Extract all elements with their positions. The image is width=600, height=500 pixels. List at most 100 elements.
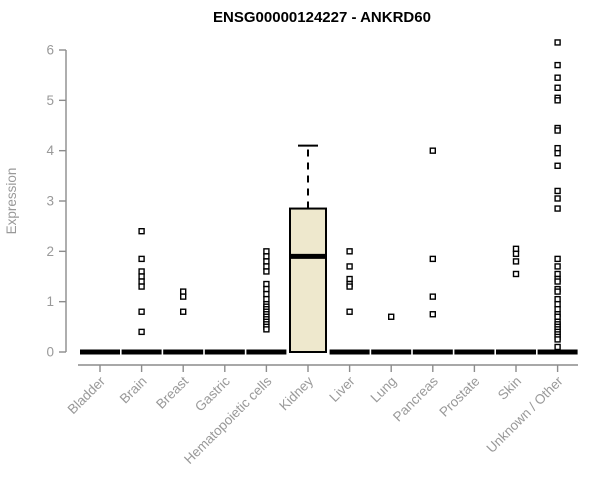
x-tick-label: Skin [495,374,524,403]
outlier-point [263,295,270,303]
outlier-point [554,300,561,308]
outlier-point [512,258,520,265]
boxplot-liver [329,248,370,355]
outlier-point [429,311,436,318]
x-tick-label: Brain [117,374,150,407]
y-tick-label: 1 [46,294,54,309]
x-tick-label: Gastric [192,373,233,414]
outlier-point [554,306,561,313]
outlier-point [554,39,561,46]
y-tick-label: 6 [46,43,54,58]
outlier-point [179,308,187,315]
outlier-point [554,270,561,278]
outlier-point [554,74,561,81]
outlier-point [179,293,187,300]
outlier-point [263,326,270,333]
zero-median-bar [496,349,536,355]
outlier-point [554,149,561,157]
outlier-point [138,255,145,263]
boxplot-pancreas [412,147,453,355]
outlier-point [554,278,561,285]
outlier-point [263,280,270,288]
zero-median-bar [371,349,412,355]
outlier-point [138,273,145,280]
outlier-point [138,228,145,235]
outlier-point [346,263,353,270]
outlier-point [554,263,561,270]
x-tick-label: Breast [153,373,191,411]
outlier-point [263,258,270,265]
outlier-point [263,253,270,260]
x-tick-label: Kidney [276,373,316,413]
outlier-point [263,248,270,255]
outlier-point [554,144,561,152]
outlier-point [179,288,187,295]
outlier-point [263,285,270,293]
outlier-point [263,263,270,270]
boxplot-unknown-other [537,39,578,355]
outlier-point [554,187,561,195]
outlier-point [554,336,561,343]
outlier-point [554,255,561,263]
boxplot-hematopoietic-cells [246,248,287,355]
chart-title: ENSG00000124227 - ANKRD60 [213,9,431,26]
zero-median-bar [163,349,204,355]
x-tick-label: Liver [326,373,358,405]
outlier-point [429,293,436,300]
x-tick-label: Lung [367,374,399,406]
boxplot-lung [371,313,412,355]
outlier-point [388,313,395,320]
y-tick-label: 3 [46,194,54,209]
x-tick-label: Unknown / Other [483,373,566,456]
outlier-point [554,205,561,212]
outlier-point [346,308,353,315]
y-tick-label: 0 [46,345,54,360]
boxplot-brain [121,228,162,355]
outlier-point [554,313,561,320]
outlier-point [554,288,561,295]
y-axis-title: Expression [4,168,19,235]
outlier-point [512,250,520,258]
outlier-point [554,343,561,351]
outlier-point [554,61,561,69]
zero-median-bar [80,349,120,355]
outlier-point [138,283,145,290]
y-tick-label: 4 [46,143,54,158]
outlier-point [346,283,353,290]
outlier-point [263,268,270,275]
outlier-point [346,275,353,283]
outlier-point [429,255,436,263]
outlier-point [346,248,353,255]
box [289,207,327,353]
zero-median-bar [454,349,495,355]
outlier-point [554,195,561,202]
x-tick-label: Pancreas [390,373,441,424]
boxplot-gastric [204,349,245,355]
outlier-point [138,278,145,285]
outlier-point [138,308,145,315]
y-tick-label: 2 [46,244,54,259]
boxplot-prostate [454,349,495,355]
outlier-point [138,328,145,336]
outlier-point [554,84,561,91]
x-tick-label: Prostate [436,374,482,420]
median-line [290,253,326,259]
outlier-point [554,127,561,134]
boxplot-skin [496,245,536,355]
outlier-point [554,295,561,303]
zero-median-bar [121,349,162,355]
boxplot-breast [163,288,204,355]
zero-median-bar [246,349,287,355]
outlier-point [512,245,520,253]
zero-median-bar [412,349,453,355]
outlier-point [138,268,145,275]
zero-median-bar [204,349,245,355]
outlier-point [554,162,561,169]
outlier-point [554,97,561,104]
zero-median-bar [329,349,370,355]
boxplot-kidney [289,144,327,353]
outlier-point [263,290,270,298]
boxplot-bladder [80,349,120,355]
